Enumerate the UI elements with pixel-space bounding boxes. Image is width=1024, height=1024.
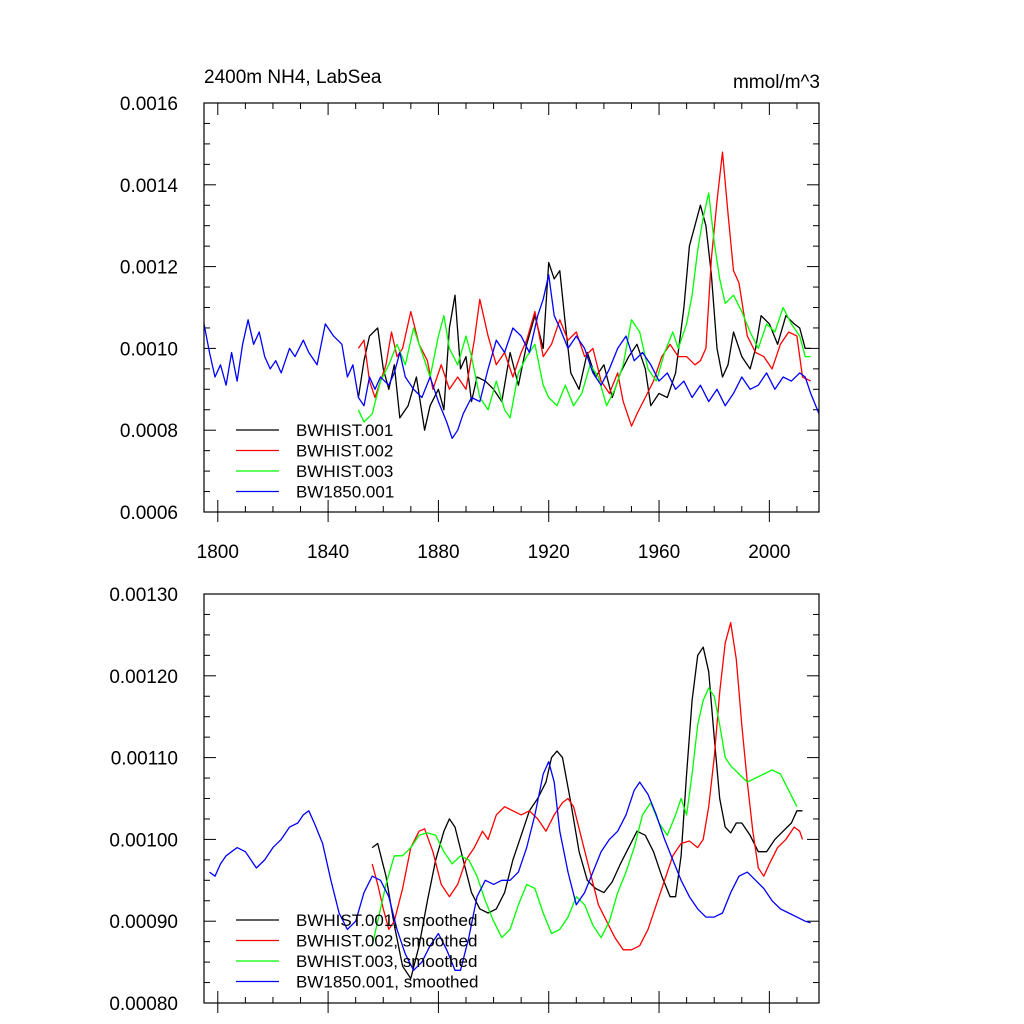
ytick-label: 0.00110 (111, 749, 178, 770)
top-chart-units: mmol/m^3 (733, 72, 820, 93)
series-line-1 (371, 621, 804, 951)
series-line-3 (209, 761, 811, 971)
series-line-1 (357, 151, 811, 427)
top-xtick-labels: 1800 1840 1880 1920 1960 2000 (197, 542, 791, 563)
legend-label: BWHIST.002 (296, 442, 393, 461)
ytick-label: 0.0006 (120, 503, 178, 524)
top-ytick-labels: 0.0006 0.0008 0.0010 0.0012 0.0014 0.0016 (120, 94, 179, 524)
ytick-label: 0.00130 (109, 585, 178, 606)
ytick-label: 0.00120 (109, 667, 178, 688)
xtick-label: 2000 (748, 542, 790, 563)
legend-label: BWHIST.001 (296, 421, 393, 440)
xtick-label: 1960 (638, 542, 680, 563)
legend-label: BWHIST.001, smoothed (296, 911, 477, 930)
ytick-label: 0.0016 (120, 94, 178, 115)
ytick-label: 0.0010 (120, 339, 178, 360)
xtick-label: 1920 (528, 542, 570, 563)
ytick-label: 0.00090 (109, 912, 178, 933)
series-line-0 (357, 204, 811, 431)
legend-label: BWHIST.003 (296, 462, 393, 481)
series-line-2 (371, 687, 798, 946)
top-series (203, 151, 820, 440)
ytick-label: 0.0012 (120, 258, 178, 279)
series-line-0 (371, 646, 803, 980)
ytick-label: 0.0014 (120, 176, 179, 197)
xtick-label: 1840 (307, 542, 349, 563)
top-plot-frame (203, 102, 820, 513)
legend-label: BW1850.001, smoothed (296, 973, 478, 992)
bottom-panel: 0.00080 0.00090 0.00100 0.00110 0.00120 0.001… (109, 585, 820, 1015)
ytick-label: 0.0008 (120, 421, 178, 442)
bottom-legend: BWHIST.001, smoothed BWHIST.002, smoothed… (236, 911, 478, 992)
bottom-plot-frame (203, 593, 820, 1004)
top-panel: 2400m NH4, LabSea mmol/m^3 0.00060.00080… (120, 67, 820, 563)
xtick-label: 1880 (417, 542, 459, 563)
series-line-3 (203, 274, 820, 440)
ytick-label: 0.00100 (109, 830, 178, 851)
legend-label: BW1850.001 (296, 483, 394, 502)
legend-label: BWHIST.002, smoothed (296, 932, 477, 951)
xtick-label: 1800 (197, 542, 239, 563)
ytick-label: 0.00080 (109, 994, 178, 1015)
bottom-series (209, 621, 811, 980)
top-chart-title: 2400m NH4, LabSea (204, 67, 382, 88)
bottom-ytick-labels: 0.00080 0.00090 0.00100 0.00110 0.00120 0.001… (109, 585, 178, 1015)
legend-label: BWHIST.003, smoothed (296, 952, 477, 971)
